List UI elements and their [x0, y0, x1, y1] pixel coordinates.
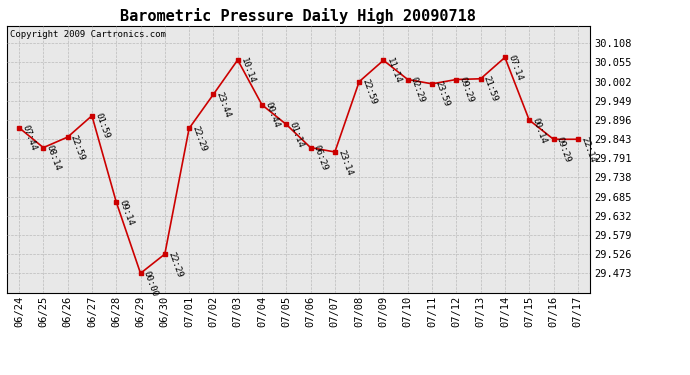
Text: 09:29: 09:29	[457, 76, 475, 104]
Title: Barometric Pressure Daily High 20090718: Barometric Pressure Daily High 20090718	[121, 8, 476, 24]
Text: 09:14: 09:14	[117, 198, 135, 226]
Text: 23:59: 23:59	[433, 80, 451, 108]
Text: 11:14: 11:14	[384, 57, 402, 85]
Text: 00:00: 00:00	[141, 270, 159, 298]
Text: 22:29: 22:29	[166, 250, 184, 279]
Text: 01:14: 01:14	[288, 121, 305, 149]
Text: 06:29: 06:29	[312, 144, 329, 172]
Text: 01:59: 01:59	[93, 112, 111, 140]
Text: 22:59: 22:59	[69, 133, 86, 162]
Text: 00:44: 00:44	[263, 101, 281, 129]
Text: 07:44: 07:44	[20, 124, 38, 152]
Text: 07:14: 07:14	[506, 54, 524, 82]
Text: 23:44: 23:44	[215, 90, 233, 119]
Text: 02:29: 02:29	[409, 76, 426, 104]
Text: 10:14: 10:14	[239, 56, 257, 84]
Text: 08:14: 08:14	[45, 144, 62, 172]
Text: 00:14: 00:14	[531, 116, 548, 145]
Text: 09:29: 09:29	[555, 135, 573, 164]
Text: 21:59: 21:59	[482, 75, 500, 103]
Text: 22:59: 22:59	[360, 78, 378, 106]
Text: Copyright 2009 Cartronics.com: Copyright 2009 Cartronics.com	[10, 30, 166, 39]
Text: 23:14: 23:14	[336, 148, 354, 177]
Text: 22:29: 22:29	[190, 124, 208, 153]
Text: 22:14: 22:14	[579, 135, 597, 164]
